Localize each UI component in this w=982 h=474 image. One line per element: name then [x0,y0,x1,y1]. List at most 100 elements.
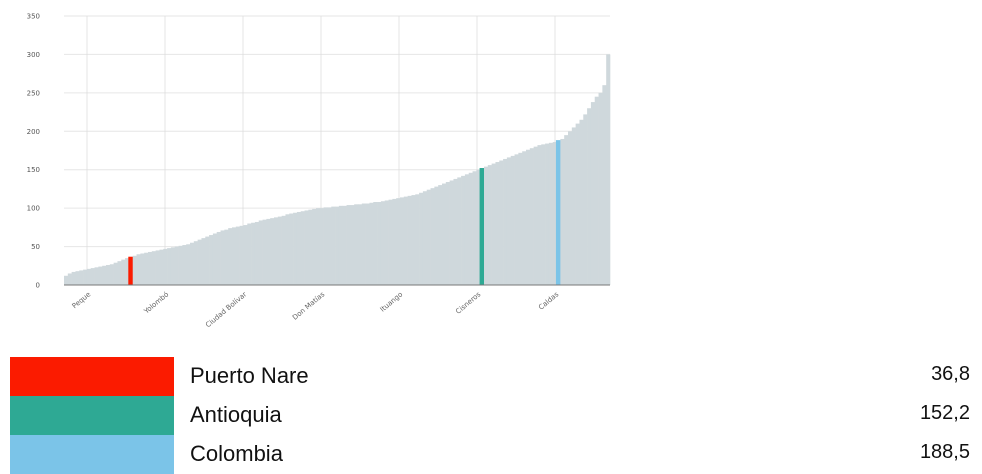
bar [239,225,244,285]
bar [434,186,439,285]
legend-label: Puerto Nare [190,363,309,388]
y-tick-label: 150 [27,166,40,174]
bar [373,201,378,285]
bar [197,239,202,285]
legend-label: Antioquia [190,402,282,427]
bar [335,206,340,285]
bar [71,271,76,285]
bar [289,213,294,285]
bar [323,207,328,285]
bar [258,220,263,285]
bar [254,221,260,285]
bar [190,242,195,285]
bar [533,146,538,285]
y-axis-ticks: 0 50 100 150 200 250 300 350 [27,13,40,290]
bar [503,158,508,285]
bar [338,205,344,285]
bar [602,85,607,286]
bar [396,198,401,285]
bar [201,238,206,285]
bar [159,249,164,285]
bar [400,197,405,285]
bars [64,54,611,286]
bar [514,154,519,285]
bar [407,195,412,285]
bar [300,211,305,285]
bar [121,259,126,285]
bar [186,244,191,285]
bar [583,114,588,286]
bar [449,180,454,285]
bar [205,236,210,285]
bar [587,108,592,285]
bar-highlight [555,140,561,285]
bar [319,208,324,285]
bar [568,131,573,285]
y-tick-label: 350 [27,13,40,21]
bar [167,248,172,285]
bar [232,227,237,285]
bar [163,248,168,285]
x-tick-label: Ituango [379,290,405,313]
bar [361,203,366,285]
bar [94,267,99,285]
legend-item-colombia: Colombia 188,5 [10,435,982,474]
bar [598,92,603,285]
bar [102,265,107,285]
bar-highlight [479,168,485,285]
bar [430,188,435,285]
bar [419,192,424,285]
bar [316,208,321,285]
bar [140,253,145,285]
bar [377,201,382,285]
y-tick-label: 100 [27,205,40,213]
legend: Puerto Nare 36,8 Antioquia 152,2 Colombi… [10,357,982,474]
bar [304,210,309,285]
bar [552,142,557,285]
bar [461,175,466,285]
bar [476,169,481,285]
bar [411,195,416,285]
bar [170,247,176,285]
bar [113,262,118,285]
x-tick-label: Don Matías [291,290,327,322]
bar [369,202,374,285]
bar [510,155,515,285]
bar [155,250,160,285]
bar [251,222,256,285]
bar [212,233,218,285]
legend-item-antioquia: Antioquia 152,2 [10,396,982,435]
x-tick-label: Ciudad Bolívar [204,290,248,329]
bar [464,174,470,285]
bar [83,269,88,285]
x-tick-label: Peque [71,290,93,310]
bar [468,172,473,285]
bar [487,165,492,285]
bar [426,189,431,285]
bar [296,211,302,285]
bar [537,145,542,285]
bar [178,245,183,285]
bar [564,135,569,285]
bar [365,203,370,285]
bar-chart: 0 50 100 150 200 250 300 350 Peque Yolombó Ciudad… [27,13,611,329]
x-tick-label: Cisneros [454,290,482,316]
bar [224,229,229,285]
bar [342,205,347,285]
y-tick-label: 200 [27,128,40,136]
bar [403,196,408,285]
bar [392,198,397,285]
bar [79,270,84,285]
bar [526,149,531,285]
x-tick-label: Caldas [537,290,560,311]
bar [270,218,275,285]
bar [457,177,462,285]
x-axis-ticks: Peque Yolombó Ciudad Bolívar Don Matías Itua… [71,290,561,329]
bar [518,152,523,285]
legend-value: 188,5 [919,441,970,463]
bar [529,148,534,285]
bar [193,241,198,285]
bar [243,225,248,285]
legend-value: 36,8 [931,363,970,385]
bar [541,144,546,285]
